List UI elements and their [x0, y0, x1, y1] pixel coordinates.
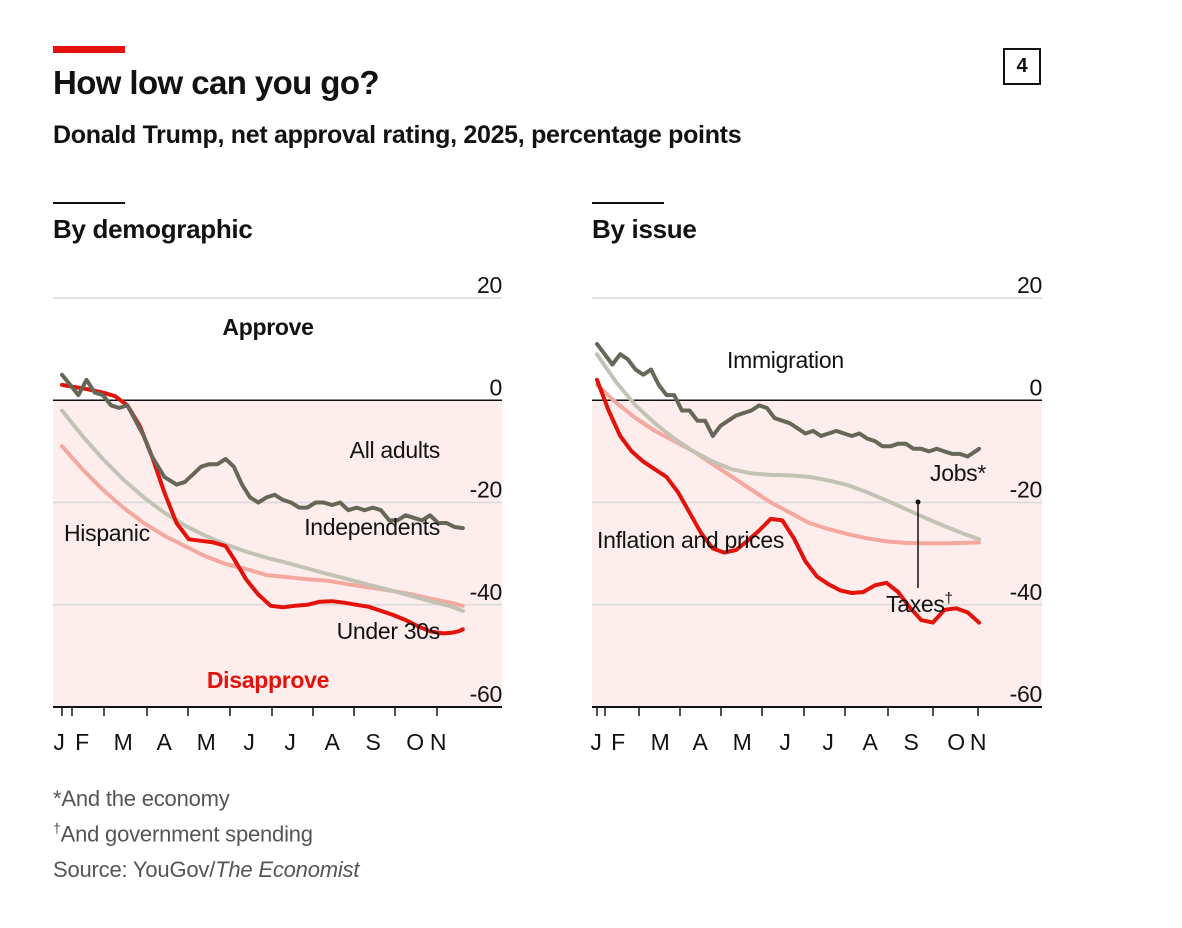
chart-panel-demographic: 200-20-40-60J F M A M J J A S O N: [53, 272, 502, 755]
panel-rule-left: [53, 202, 125, 204]
chart-subtitle: Donald Trump, net approval rating, 2025,…: [53, 121, 742, 149]
y-tick-label: -20: [1010, 477, 1042, 503]
y-tick-label: -40: [470, 579, 502, 605]
footnote-dagger: †: [53, 820, 61, 836]
x-tick-label: F: [75, 729, 89, 755]
panel-rule-right: [592, 202, 664, 204]
x-tick-label: J: [243, 729, 254, 755]
x-tick-label: S: [903, 729, 918, 755]
series-label-under-30s: Under 30s: [337, 618, 440, 644]
annotation-approve: Approve: [222, 314, 313, 340]
series-label-inflation: Inflation and prices: [597, 527, 784, 553]
y-tick-label: -40: [1010, 579, 1042, 605]
x-tick-label: J: [822, 729, 833, 755]
series-line-independents: [60, 408, 465, 613]
series-line-all-adults: [60, 372, 465, 531]
y-tick-label: -60: [470, 681, 502, 707]
footnote-government: †And government spending: [53, 820, 313, 847]
x-tick-label: M: [733, 729, 752, 755]
series-label-taxes: Taxes†: [886, 590, 953, 617]
footnote-government-text: And government spending: [60, 821, 313, 847]
x-tick-label: A: [692, 729, 708, 755]
x-tick-label: O: [406, 729, 424, 755]
series-label-immigration: Immigration: [727, 347, 844, 373]
x-tick-label: F: [611, 729, 625, 755]
panel-title-demographic: By demographic: [53, 214, 253, 244]
annotation-disapprove: Disapprove: [207, 667, 329, 693]
x-tick-label: A: [156, 729, 172, 755]
x-tick-label: M: [114, 729, 133, 755]
taxes-leader-dot: [915, 499, 921, 505]
source-publication: The Economist: [215, 857, 360, 882]
x-tick-label: J: [53, 729, 64, 755]
x-tick-label: J: [590, 729, 601, 755]
chart-panel-issue: 200-20-40-60J F M A M J J A S O N: [590, 272, 1042, 755]
series-label-hispanic: Hispanic: [64, 520, 150, 546]
x-tick-label: J: [779, 729, 790, 755]
y-tick-label: -60: [1010, 681, 1042, 707]
x-tick-label: J: [284, 729, 295, 755]
x-tick-label: O: [947, 729, 965, 755]
x-tick-label: M: [651, 729, 670, 755]
x-tick-label: A: [324, 729, 340, 755]
y-tick-label: -20: [470, 477, 502, 503]
disapprove-area: [53, 400, 502, 707]
figure-number-badge: 4: [1003, 48, 1041, 85]
x-tick-label: A: [862, 729, 878, 755]
series-label-jobs: Jobs*: [930, 460, 986, 486]
x-tick-label: S: [365, 729, 380, 755]
series-line-immigration: [595, 342, 982, 459]
chart-title: How low can you go?: [53, 64, 380, 101]
x-tick-label: N: [430, 729, 446, 755]
y-tick-label: 0: [1030, 374, 1043, 400]
disapprove-area: [592, 400, 1042, 707]
panel-title-issue: By issue: [592, 214, 697, 244]
footnote-economy: *And the economy: [53, 786, 230, 811]
y-tick-label: 20: [477, 272, 502, 298]
x-tick-label: M: [197, 729, 216, 755]
source-prefix: Source: YouGov/: [53, 857, 216, 882]
series-label-independents: Independents: [304, 514, 440, 540]
brand-red-bar: [53, 46, 125, 53]
series-label-all-adults: All adults: [350, 437, 440, 463]
source-line: Source: YouGov/The Economist: [53, 857, 359, 883]
y-tick-label: 0: [490, 374, 503, 400]
series-line-inflation-and-prices: [595, 377, 982, 625]
y-tick-label: 20: [1017, 272, 1042, 298]
x-tick-label: N: [970, 729, 986, 755]
